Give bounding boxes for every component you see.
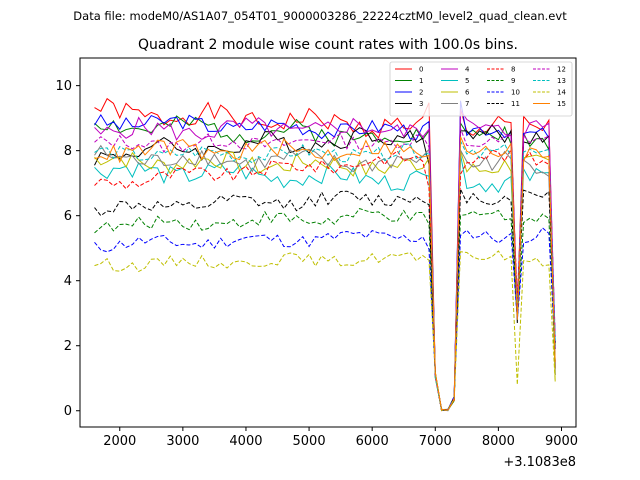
x-tick-label: 5000 xyxy=(293,434,326,449)
legend-label-11: 11 xyxy=(511,100,520,108)
y-tick-label: 2 xyxy=(64,339,72,354)
legend-label-8: 8 xyxy=(511,66,515,74)
series-line-5 xyxy=(94,154,556,412)
legend-label-0: 0 xyxy=(419,66,423,74)
legend-label-7: 7 xyxy=(465,100,469,108)
legend-label-5: 5 xyxy=(465,77,469,85)
suptitle: Data file: modeM0/AS1A07_054T01_90000032… xyxy=(73,9,567,23)
y-tick-label: 4 xyxy=(64,274,72,289)
legend-box xyxy=(389,61,573,117)
legend-label-6: 6 xyxy=(465,89,470,97)
series-line-4 xyxy=(94,108,556,412)
x-tick-label: 6000 xyxy=(356,434,389,449)
series-line-15 xyxy=(94,136,556,411)
y-tick-label: 0 xyxy=(64,404,72,419)
series-line-10 xyxy=(94,227,556,411)
series-line-6 xyxy=(94,150,556,411)
y-axis: 0 2 4 6 8 10 xyxy=(55,79,80,419)
y-tick-label: 6 xyxy=(64,209,72,224)
series-line-7 xyxy=(94,144,556,411)
x-tick-label: 9000 xyxy=(545,434,578,449)
plot-area xyxy=(79,57,577,428)
x-tick-label: 4000 xyxy=(229,434,262,449)
chart-title: Quadrant 2 module wise count rates with … xyxy=(138,37,518,53)
legend-label-1: 1 xyxy=(419,77,423,85)
series-line-9 xyxy=(94,207,556,411)
legend-label-9: 9 xyxy=(511,77,515,85)
axes-border xyxy=(79,57,577,428)
series-group xyxy=(94,97,556,412)
x-offset-label: +3.1083e8 xyxy=(503,455,576,470)
legend-label-13: 13 xyxy=(557,77,566,85)
series-line-0 xyxy=(94,97,556,411)
legend-label-10: 10 xyxy=(511,89,520,97)
legend-label-4: 4 xyxy=(465,66,470,74)
x-tick-label: 7000 xyxy=(419,434,452,449)
x-axis: 2000 3000 4000 5000 6000 7000 8000 9000 xyxy=(103,427,578,449)
legend-label-3: 3 xyxy=(419,100,423,108)
legend-label-15: 15 xyxy=(557,100,566,108)
x-tick-label: 3000 xyxy=(166,434,199,449)
y-tick-label: 10 xyxy=(55,79,72,94)
x-tick-label: 2000 xyxy=(103,434,136,449)
series-line-11 xyxy=(94,188,556,412)
legend-label-14: 14 xyxy=(557,89,566,97)
series-line-12 xyxy=(94,128,556,411)
legend-label-2: 2 xyxy=(419,89,423,97)
series-line-1 xyxy=(94,115,556,411)
axes-frame xyxy=(80,58,576,427)
legend-label-12: 12 xyxy=(557,66,566,74)
series-line-14 xyxy=(94,250,556,412)
x-tick-label: 8000 xyxy=(482,434,515,449)
series-line-13 xyxy=(94,140,556,411)
y-tick-label: 8 xyxy=(64,144,72,159)
